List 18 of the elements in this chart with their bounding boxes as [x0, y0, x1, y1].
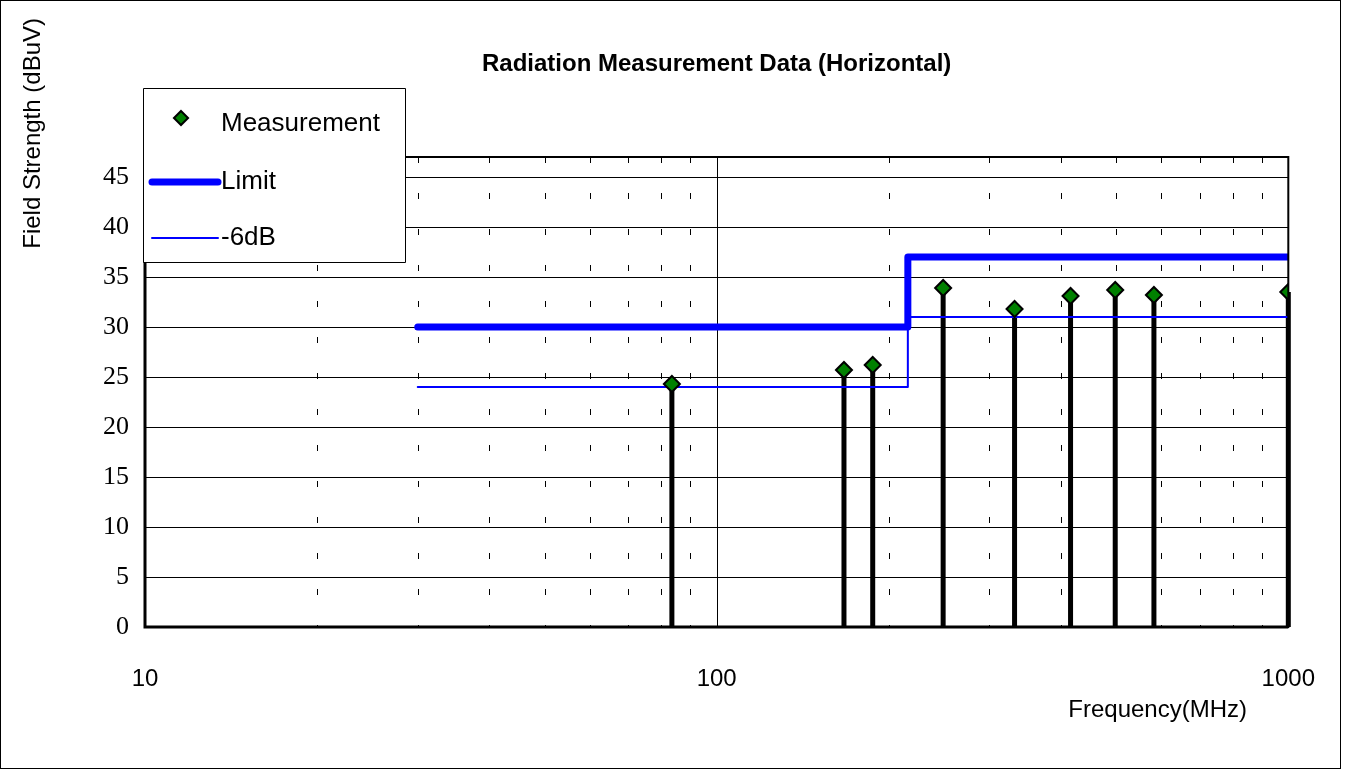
y-tick-label: 20	[103, 410, 129, 440]
legend-label: Measurement	[221, 107, 381, 138]
y-tick-label: 40	[103, 210, 129, 240]
y-tick-label: 45	[103, 160, 129, 190]
x-tick-label: 1000	[1261, 664, 1315, 692]
x-tick-label: 100	[696, 664, 737, 692]
legend-label: Limit	[221, 165, 277, 196]
y-tick-label: 25	[103, 360, 129, 390]
y-tick-label: 30	[103, 310, 129, 340]
legend-label: -6dB	[221, 221, 276, 252]
y-tick-label: 5	[116, 560, 129, 590]
y-tick-label: 15	[103, 460, 129, 490]
y-tick-label: 10	[103, 510, 129, 540]
y-tick-label: 35	[103, 260, 129, 290]
y-tick-label: 0	[116, 610, 129, 640]
chart-title: Radiation Measurement Data (Horizontal)	[481, 48, 952, 76]
y-axis-title: Field Strength (dBuV)	[17, 18, 45, 249]
x-axis-title: Frequency(MHz)	[1068, 694, 1247, 722]
